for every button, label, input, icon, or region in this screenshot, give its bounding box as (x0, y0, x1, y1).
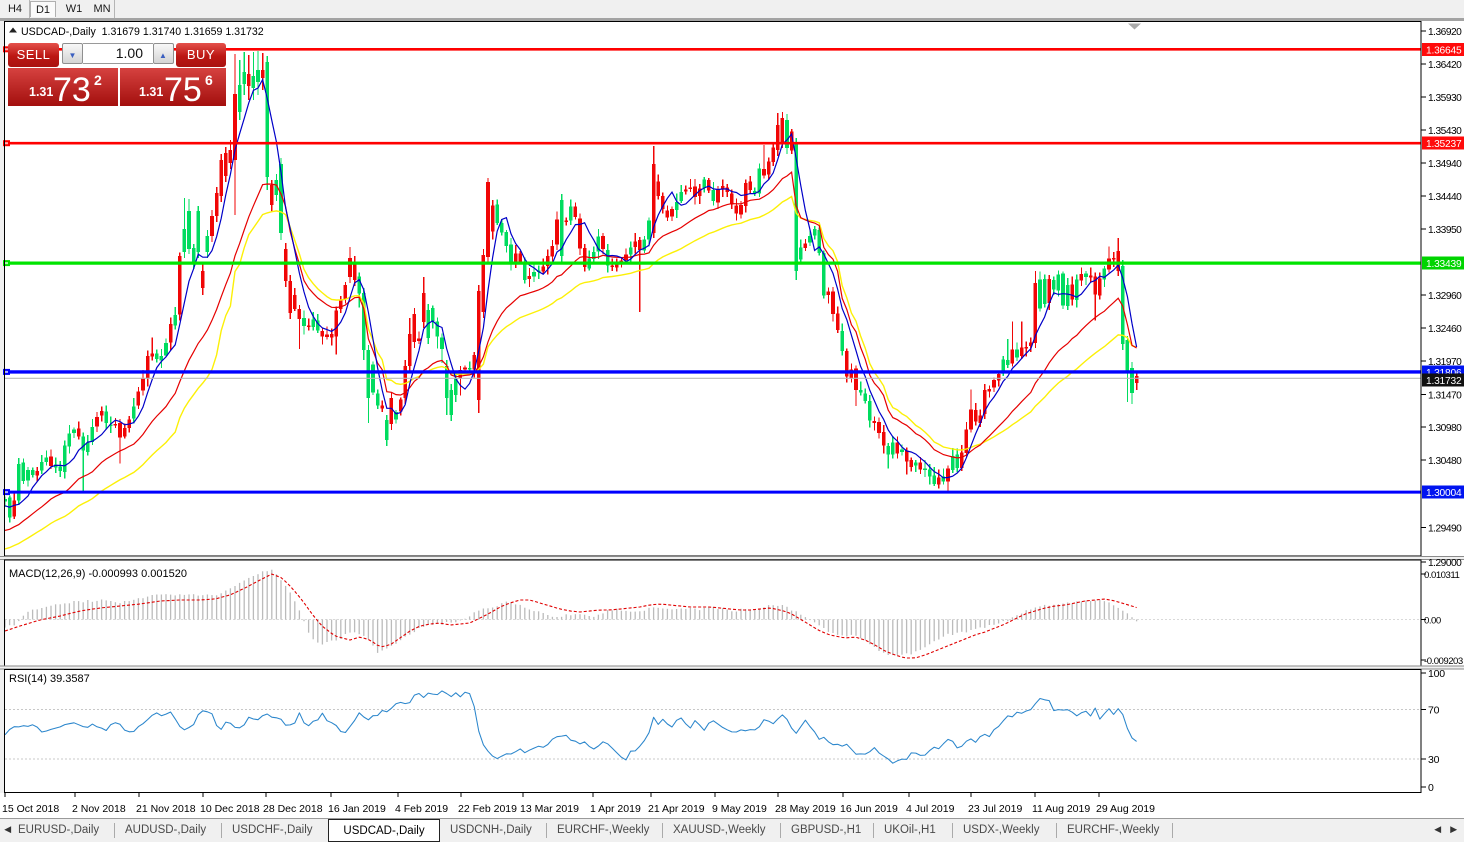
svg-text:2 Nov 2018: 2 Nov 2018 (72, 803, 126, 815)
svg-text:1.33950: 1.33950 (1428, 225, 1462, 236)
svg-text:1.31732: 1.31732 (1426, 376, 1462, 387)
svg-text:16 Jan 2019: 16 Jan 2019 (328, 803, 386, 815)
svg-text:28 May 2019: 28 May 2019 (775, 803, 836, 815)
svg-text:1.31470: 1.31470 (1428, 390, 1462, 401)
svg-text:1.33439: 1.33439 (1426, 259, 1462, 270)
svg-text:1.36420: 1.36420 (1428, 60, 1462, 71)
svg-text:USDCAD-,Daily 1.31679 1.31740: USDCAD-,Daily 1.31679 1.31740 1.31659 1.… (21, 26, 264, 38)
svg-text:1.29000: 1.29000 (1428, 558, 1462, 569)
svg-text:1 Apr 2019: 1 Apr 2019 (590, 803, 641, 815)
svg-text:1.29490: 1.29490 (1428, 524, 1462, 535)
svg-text:MACD(12,26,9) -0.000993 0.0015: MACD(12,26,9) -0.000993 0.001520 (9, 568, 187, 580)
svg-text:29 Aug 2019: 29 Aug 2019 (1096, 803, 1155, 815)
svg-text:21 Nov 2018: 21 Nov 2018 (136, 803, 196, 815)
svg-text:16 Jun 2019: 16 Jun 2019 (840, 803, 898, 815)
svg-text:4 Feb 2019: 4 Feb 2019 (395, 803, 448, 815)
svg-text:1.32460: 1.32460 (1428, 324, 1462, 335)
svg-text:15 Oct 2018: 15 Oct 2018 (2, 803, 59, 815)
svg-text:0.00: 0.00 (1424, 616, 1441, 627)
svg-text:23 Jul 2019: 23 Jul 2019 (968, 803, 1022, 815)
svg-text:-0.009203: -0.009203 (1424, 656, 1463, 667)
svg-text:1.35430: 1.35430 (1428, 126, 1462, 137)
svg-text:28 Dec 2018: 28 Dec 2018 (263, 803, 323, 815)
svg-text:1.30004: 1.30004 (1426, 488, 1462, 499)
svg-text:1.36920: 1.36920 (1428, 27, 1462, 38)
svg-text:4 Jul 2019: 4 Jul 2019 (906, 803, 955, 815)
svg-text:1.31970: 1.31970 (1428, 357, 1462, 368)
svg-text:30: 30 (1428, 754, 1440, 766)
svg-text:100: 100 (1428, 668, 1445, 680)
svg-text:13 Mar 2019: 13 Mar 2019 (520, 803, 579, 815)
svg-text:70: 70 (1428, 705, 1440, 717)
svg-text:10 Dec 2018: 10 Dec 2018 (200, 803, 260, 815)
svg-text:1.32960: 1.32960 (1428, 291, 1462, 302)
svg-text:1.34440: 1.34440 (1428, 192, 1462, 203)
svg-text:1.35237: 1.35237 (1426, 139, 1462, 150)
svg-text:1.34940: 1.34940 (1428, 159, 1462, 170)
svg-text:21 Apr 2019: 21 Apr 2019 (648, 803, 705, 815)
svg-text:22 Feb 2019: 22 Feb 2019 (458, 803, 517, 815)
svg-text:11 Aug 2019: 11 Aug 2019 (1032, 803, 1090, 815)
svg-text:1.30980: 1.30980 (1428, 423, 1462, 434)
svg-text:1.35930: 1.35930 (1428, 93, 1462, 104)
svg-text:1.36645: 1.36645 (1426, 45, 1462, 56)
svg-text:9 May 2019: 9 May 2019 (712, 803, 767, 815)
svg-text:1.30480: 1.30480 (1428, 456, 1462, 467)
svg-text:0: 0 (1428, 782, 1434, 794)
svg-text:RSI(14) 39.3587: RSI(14) 39.3587 (9, 673, 90, 685)
svg-text:0.010311: 0.010311 (1424, 570, 1459, 581)
